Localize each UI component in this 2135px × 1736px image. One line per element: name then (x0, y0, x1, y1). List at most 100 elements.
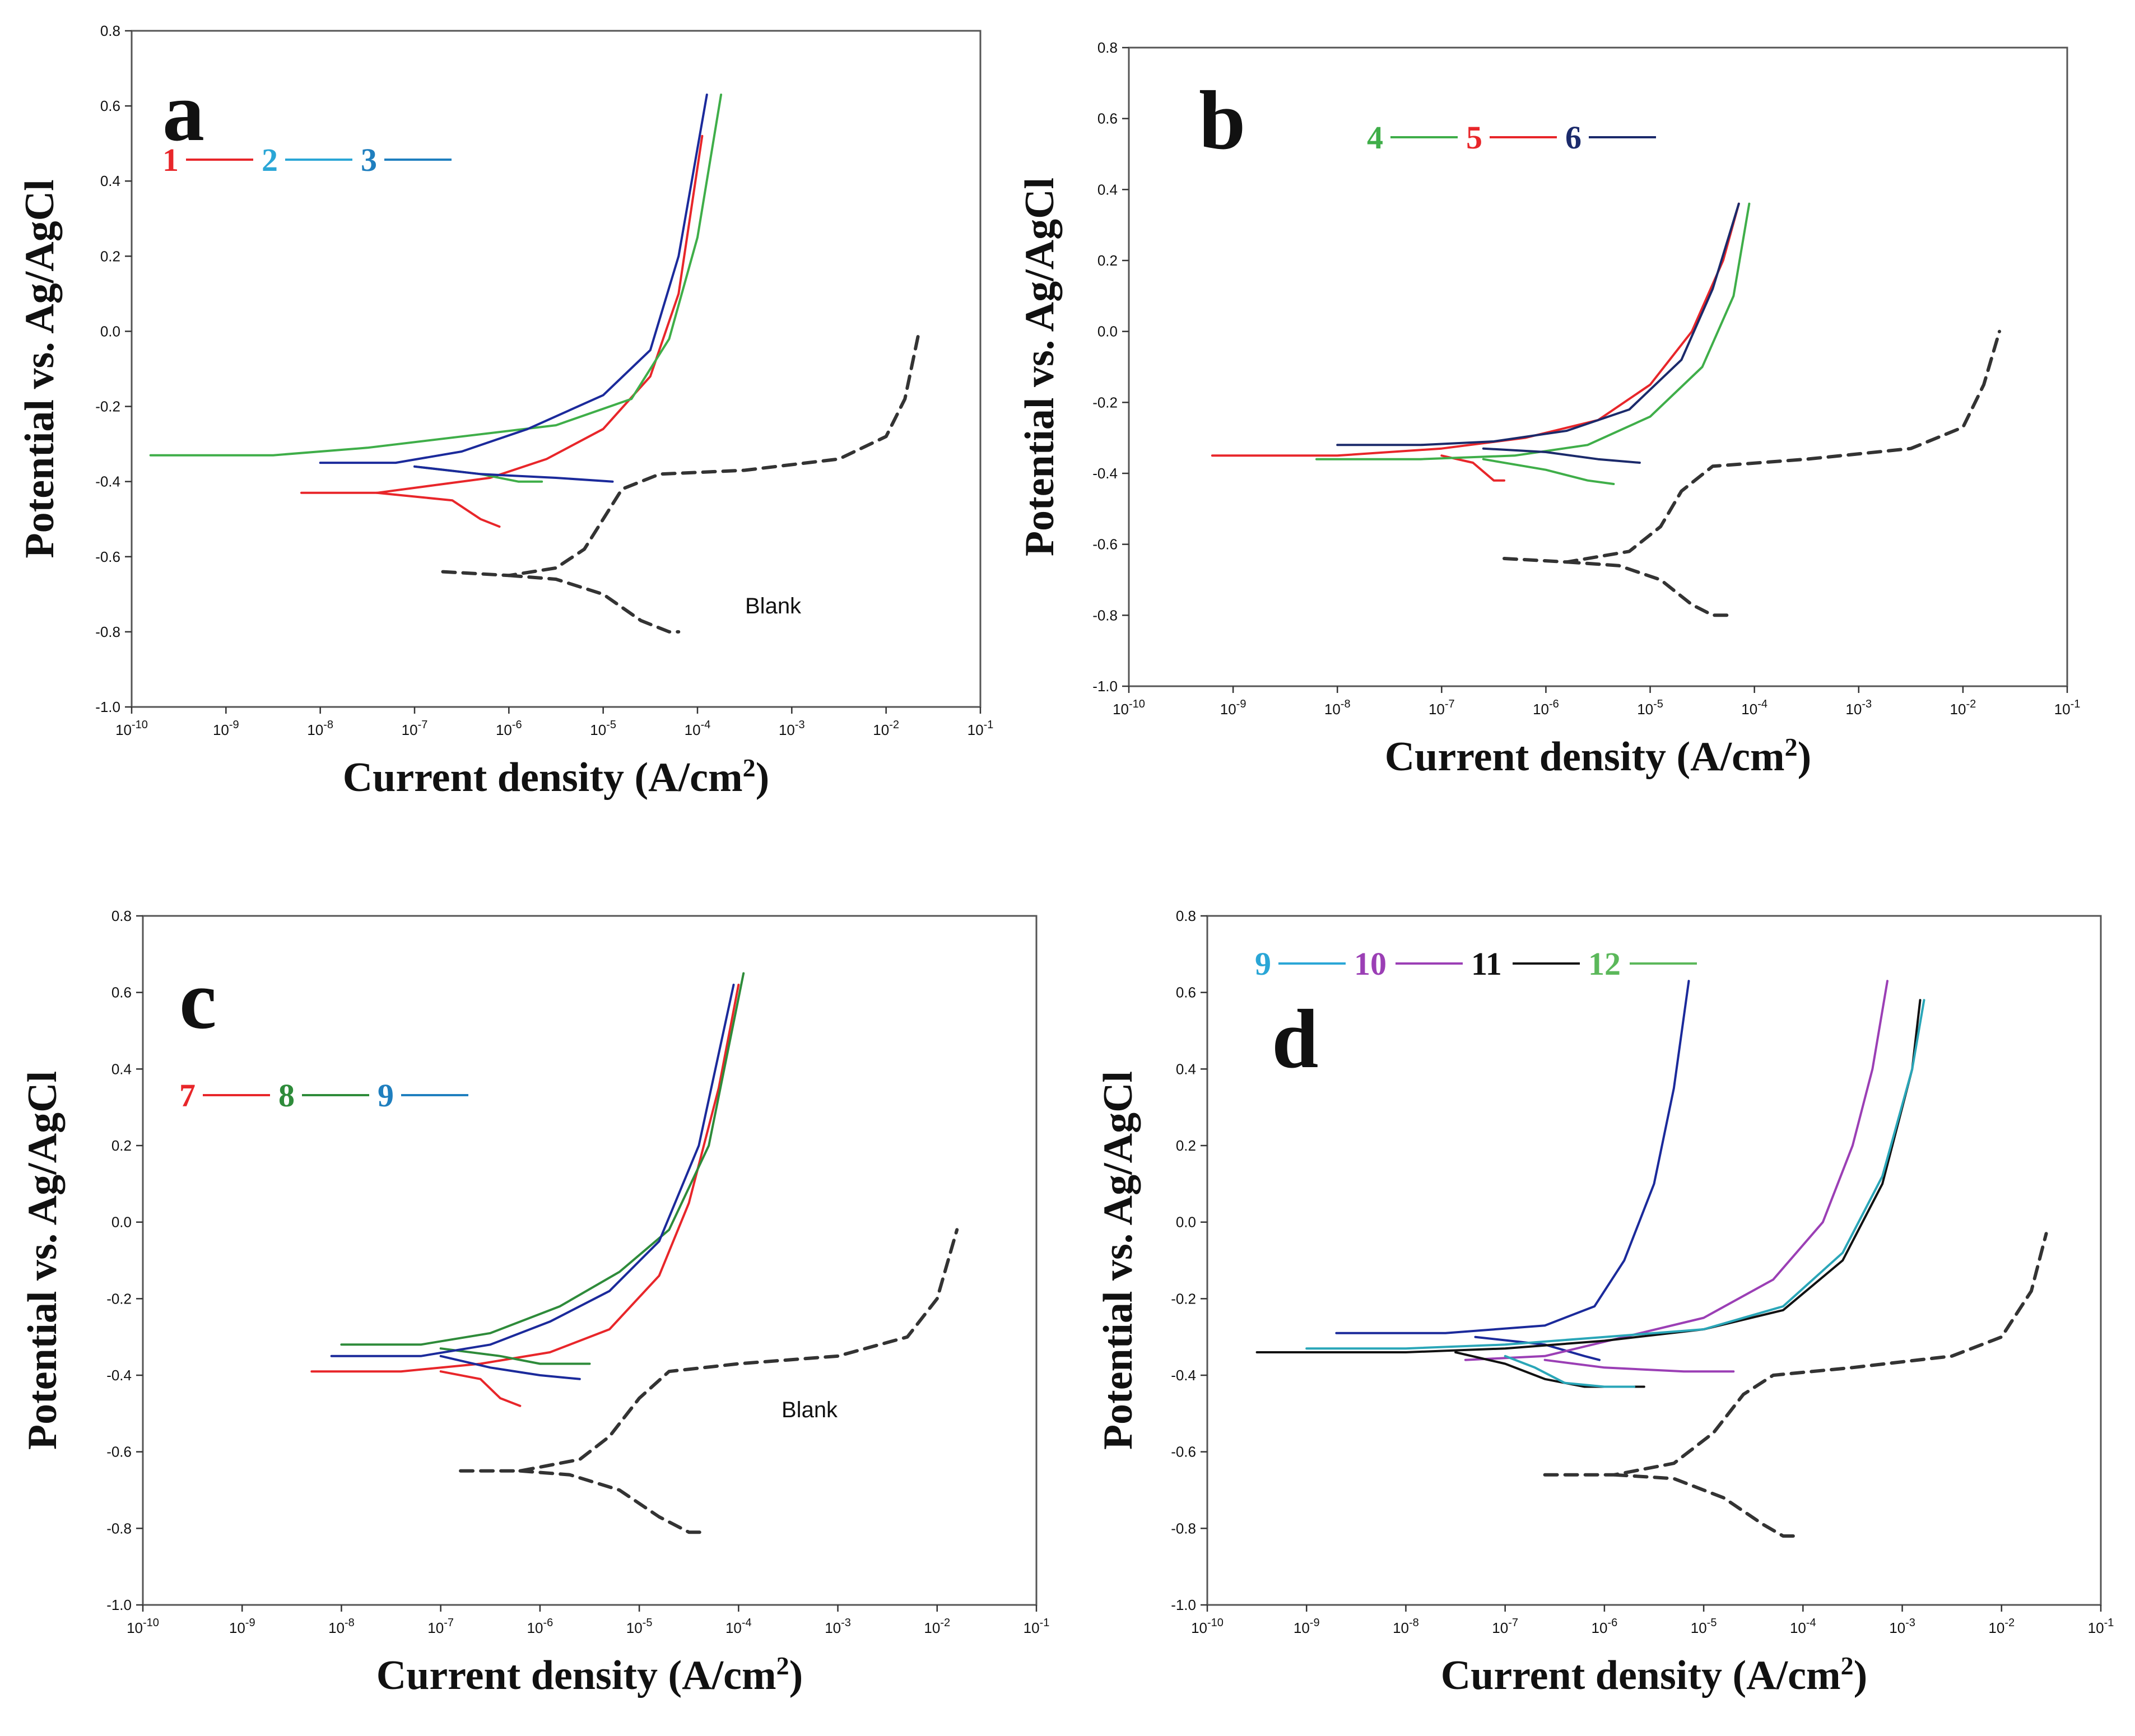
y-axis-label: Potential vs. Ag/AgCl (20, 1071, 66, 1450)
legend-label: 9 (1255, 946, 1271, 982)
x-tick-label: 10-1 (1024, 1617, 1050, 1636)
panel-b: 0.8 0.6 0.4 0.2 0.0 -0.2 -0.4 -0.6 -0.8 -1.0 10-10… (1017, 39, 2080, 780)
y-tick-label: 0.2 (1176, 1137, 1196, 1154)
y-tick-label: -0.4 (1092, 465, 1118, 482)
legend-label: 6 (1565, 119, 1582, 156)
x-tick-label: 10-7 (1429, 698, 1455, 718)
x-tick-label: 10-5 (626, 1617, 653, 1636)
plot-frame (142, 915, 1038, 1606)
y-tick-label: -0.8 (1171, 1520, 1196, 1537)
y-tick-label: -1.0 (106, 1597, 132, 1613)
x-tick-label: 10-5 (1637, 698, 1663, 718)
series-line-1-cathodic (375, 491, 501, 528)
x-tick-label: 10-1 (968, 719, 994, 738)
x-tick-label: 10-8 (328, 1617, 355, 1636)
legend-label: 4 (1367, 119, 1383, 156)
y-tick-label: -0.6 (1171, 1444, 1196, 1460)
series-line-12-cathodic (1504, 1355, 1636, 1388)
series-line-5 (1211, 202, 1740, 457)
x-tick-label: 10-4 (1741, 698, 1767, 718)
x-tick-label: 10-10 (1191, 1617, 1224, 1636)
y-axis-label: Potential vs. Ag/AgCl (1095, 1071, 1141, 1450)
blank-annotation: Blank (745, 594, 802, 618)
series-line-5-cathodic (1440, 454, 1505, 482)
y-tick-label: -0.2 (1092, 394, 1118, 411)
legend-label: 7 (179, 1077, 196, 1114)
legend-label: 2 (262, 142, 278, 178)
x-tick-label: 10-6 (1592, 1617, 1618, 1636)
panel-letter: a (162, 66, 204, 159)
x-tick-label: 10-8 (1393, 1617, 1419, 1636)
blank-annotation: Blank (782, 1398, 838, 1422)
legend-label: 11 (1471, 946, 1502, 982)
series-line-12 (1305, 999, 1925, 1350)
series-line-blank (1543, 1232, 2048, 1477)
x-axis-label: Current density (A/cm2) (1441, 1651, 1868, 1698)
x-tick-label: 10-4 (725, 1617, 752, 1636)
y-tick-label: 0.6 (1176, 984, 1196, 1001)
y-tick-label: 0.4 (111, 1060, 132, 1077)
series-line-9-cathodic (439, 1355, 581, 1380)
y-tick-label: -0.4 (106, 1367, 132, 1384)
x-tick-label: 10-9 (1294, 1617, 1320, 1636)
y-tick-label: -1.0 (95, 699, 120, 715)
x-tick-label: 10-7 (427, 1617, 454, 1636)
x-tick-label: 10-1 (2054, 698, 2081, 718)
y-tick-label: -0.8 (1092, 607, 1118, 623)
series-line-2 (149, 94, 723, 457)
panel-a: 0.8 0.6 0.4 0.2 0.0 -0.2 -0.4 -0.6 -0.8 -1.0 10-10… (17, 22, 993, 800)
y-axis-label: Potential vs. Ag/AgCl (1017, 178, 1063, 556)
series-line-blank (459, 1228, 959, 1473)
x-tick-label: 10-1 (2088, 1617, 2114, 1636)
x-tick-label: 10-3 (1845, 698, 1872, 718)
series-line-7-cathodic (439, 1370, 522, 1407)
plot-frame (131, 30, 982, 708)
y-tick-label: -0.8 (106, 1520, 132, 1537)
legend-label: 9 (378, 1077, 394, 1114)
y-tick-label: -0.2 (95, 398, 120, 415)
x-tick-label: 10-2 (873, 719, 899, 738)
series-line-8-cathodic (439, 1347, 591, 1365)
y-tick-label: 0.4 (1176, 1060, 1196, 1077)
x-tick-label: 10-7 (1492, 1617, 1518, 1636)
x-tick-label: 10-7 (402, 719, 428, 738)
y-tick-label: 0.0 (1176, 1214, 1196, 1231)
x-tick-label: 10-9 (213, 719, 239, 738)
x-axis-label: Current density (A/cm2) (376, 1651, 803, 1698)
series-line-blank (1503, 329, 2001, 564)
y-tick-label: 0.0 (1097, 323, 1118, 340)
x-tick-label: 10-10 (127, 1617, 159, 1636)
series-line-8 (340, 972, 745, 1346)
x-tick-label: 10-2 (924, 1617, 950, 1636)
x-tick-label: 10-6 (527, 1617, 553, 1636)
y-tick-label: -0.6 (1092, 536, 1118, 553)
series-line-4-cathodic (1482, 458, 1615, 485)
y-axis-label: Potential vs. Ag/AgCl (17, 179, 63, 558)
y-tick-label: -0.6 (95, 548, 120, 565)
x-axis-label: Current density (A/cm2) (343, 753, 770, 800)
x-tick-label: 10-8 (307, 719, 333, 738)
series-line-blank-cathodic (1565, 560, 1731, 617)
series-line-11 (1255, 999, 1922, 1353)
legend-label: 10 (1354, 946, 1387, 982)
y-tick-label: 0.2 (1097, 252, 1118, 269)
x-tick-label: 10-3 (1889, 1617, 1915, 1636)
plot-frame (1206, 915, 2102, 1606)
x-tick-label: 10-2 (1950, 698, 1976, 718)
series-line-9 (330, 984, 735, 1357)
y-tick-label: 0.0 (111, 1214, 132, 1231)
y-tick-label: -0.6 (106, 1444, 132, 1460)
y-tick-label: 0.4 (1097, 181, 1118, 198)
series-line-9 (1335, 980, 1690, 1334)
legend-label: 12 (1588, 946, 1621, 982)
series-line-11-cathodic (1454, 1351, 1645, 1388)
series-line-3 (319, 94, 708, 464)
legend-label: 5 (1466, 119, 1482, 156)
y-tick-label: -0.8 (95, 623, 120, 640)
y-tick-label: -0.4 (95, 473, 120, 490)
y-tick-label: 0.8 (1097, 39, 1118, 56)
panel-c: 0.8 0.6 0.4 0.2 0.0 -0.2 -0.4 -0.6 -0.8 -1.0 10-10… (20, 907, 1049, 1698)
x-tick-label: 10-6 (1533, 698, 1559, 718)
y-tick-label: 0.2 (100, 248, 120, 264)
